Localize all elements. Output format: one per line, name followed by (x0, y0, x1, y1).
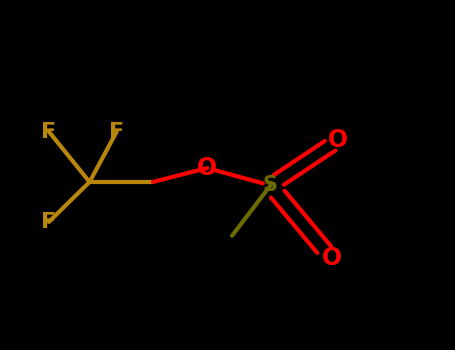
Text: O: O (321, 246, 342, 270)
Text: S: S (263, 175, 278, 195)
Text: O: O (197, 156, 217, 180)
Text: F: F (41, 212, 56, 232)
Text: F: F (41, 121, 56, 142)
Text: F: F (109, 121, 124, 142)
Text: O: O (328, 128, 349, 152)
